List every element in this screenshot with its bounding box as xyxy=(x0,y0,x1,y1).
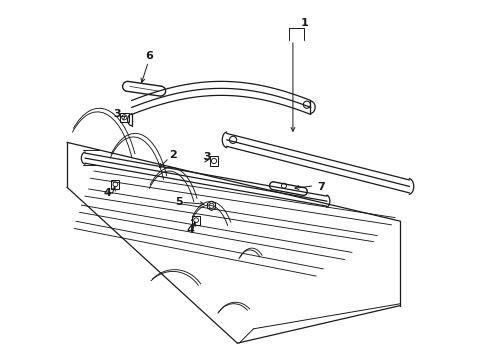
Text: 3: 3 xyxy=(113,109,121,119)
Text: 1: 1 xyxy=(300,18,308,28)
Text: 2: 2 xyxy=(168,150,176,160)
Text: 3: 3 xyxy=(203,152,210,162)
Text: 4: 4 xyxy=(103,188,111,198)
Text: 6: 6 xyxy=(145,51,153,61)
Text: 4: 4 xyxy=(185,225,194,235)
Text: 5: 5 xyxy=(175,197,183,207)
Text: 7: 7 xyxy=(317,182,325,192)
